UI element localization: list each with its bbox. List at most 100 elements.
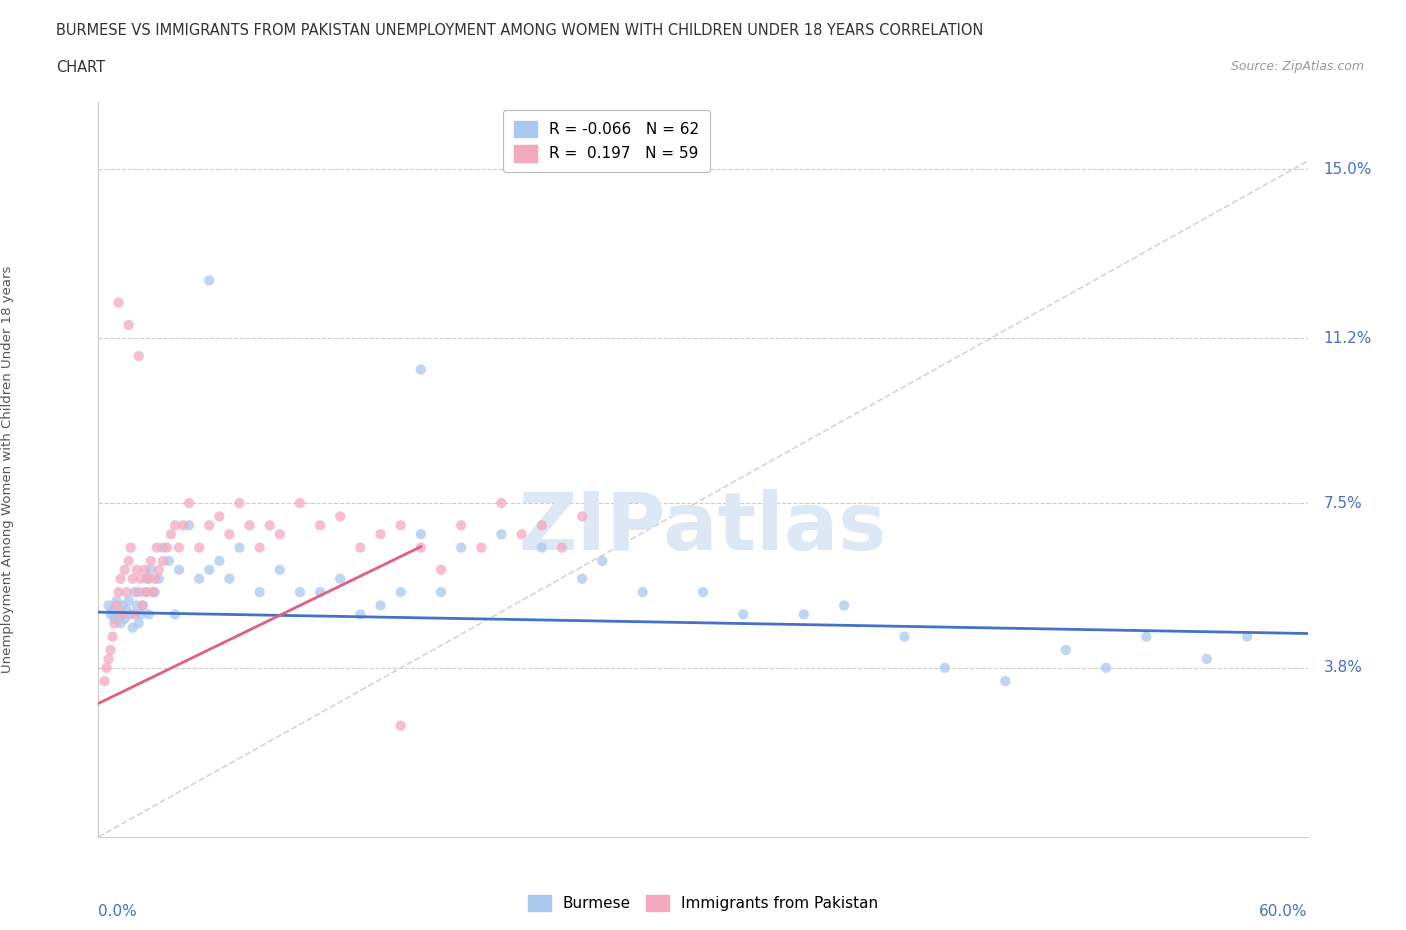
Point — [370, 526, 392, 541]
Text: Unemployment Among Women with Children Under 18 years: Unemployment Among Women with Children U… — [1, 266, 14, 673]
Point — [110, 616, 132, 631]
Point — [125, 563, 148, 578]
Point — [124, 607, 146, 622]
Point — [167, 563, 190, 578]
Point — [269, 563, 291, 578]
Point — [160, 526, 183, 541]
Point — [510, 526, 533, 541]
Point — [107, 607, 129, 622]
Point — [239, 518, 262, 533]
Point — [228, 540, 250, 555]
Point — [198, 518, 221, 533]
Point — [218, 571, 240, 586]
Point — [124, 585, 146, 600]
Point — [551, 540, 574, 555]
Point — [692, 585, 714, 600]
Point — [129, 571, 152, 586]
Point — [249, 585, 271, 600]
Point — [450, 540, 472, 555]
Text: Source: ZipAtlas.com: Source: ZipAtlas.com — [1230, 60, 1364, 73]
Point — [148, 571, 170, 586]
Point — [107, 295, 129, 310]
Point — [370, 598, 392, 613]
Point — [188, 571, 211, 586]
Point — [146, 540, 169, 555]
Point — [114, 563, 136, 578]
Point — [994, 673, 1017, 688]
Point — [129, 607, 152, 622]
Point — [288, 585, 311, 600]
Point — [1236, 630, 1258, 644]
Point — [101, 630, 124, 644]
Point — [198, 273, 221, 288]
Point — [309, 518, 332, 533]
Point — [139, 563, 162, 578]
Text: 60.0%: 60.0% — [1260, 904, 1308, 919]
Point — [430, 585, 453, 600]
Text: 11.2%: 11.2% — [1323, 331, 1372, 346]
Point — [1135, 630, 1157, 644]
Text: BURMESE VS IMMIGRANTS FROM PAKISTAN UNEMPLOYMENT AMONG WOMEN WITH CHILDREN UNDER: BURMESE VS IMMIGRANTS FROM PAKISTAN UNEM… — [56, 23, 984, 38]
Point — [138, 607, 160, 622]
Point — [134, 585, 156, 600]
Point — [128, 616, 150, 631]
Point — [135, 571, 157, 586]
Point — [128, 585, 150, 600]
Point — [389, 585, 412, 600]
Point — [631, 585, 654, 600]
Point — [409, 362, 432, 377]
Point — [389, 518, 412, 533]
Point — [198, 563, 221, 578]
Point — [832, 598, 855, 613]
Point — [120, 540, 142, 555]
Point — [934, 660, 956, 675]
Point — [259, 518, 281, 533]
Point — [893, 630, 915, 644]
Point — [530, 518, 553, 533]
Point — [163, 518, 186, 533]
Point — [430, 563, 453, 578]
Point — [121, 620, 143, 635]
Point — [208, 553, 231, 568]
Point — [188, 540, 211, 555]
Point — [100, 607, 122, 622]
Point — [329, 509, 352, 524]
Point — [152, 553, 174, 568]
Text: 0.0%: 0.0% — [98, 904, 138, 919]
Point — [107, 585, 129, 600]
Point — [218, 526, 240, 541]
Point — [100, 643, 122, 658]
Point — [349, 607, 371, 622]
Text: 15.0%: 15.0% — [1323, 162, 1372, 177]
Point — [470, 540, 492, 555]
Point — [118, 317, 141, 332]
Point — [491, 496, 513, 511]
Point — [138, 571, 160, 586]
Point — [571, 509, 593, 524]
Point — [288, 496, 311, 511]
Point — [167, 540, 190, 555]
Point — [97, 598, 120, 613]
Point — [101, 603, 124, 618]
Point — [228, 496, 250, 511]
Point — [134, 563, 156, 578]
Point — [793, 607, 815, 622]
Point — [571, 571, 593, 586]
Point — [97, 651, 120, 666]
Text: 3.8%: 3.8% — [1323, 660, 1362, 675]
Point — [1195, 651, 1218, 666]
Point — [157, 553, 180, 568]
Legend: Burmese, Immigrants from Pakistan: Burmese, Immigrants from Pakistan — [522, 889, 884, 918]
Point — [409, 540, 432, 555]
Point — [1095, 660, 1118, 675]
Point — [105, 598, 128, 613]
Point — [120, 607, 142, 622]
Point — [111, 598, 134, 613]
Point — [121, 571, 143, 586]
Point — [135, 585, 157, 600]
Point — [179, 496, 201, 511]
Point — [142, 585, 165, 600]
Point — [1054, 643, 1077, 658]
Point — [132, 598, 155, 613]
Point — [143, 571, 166, 586]
